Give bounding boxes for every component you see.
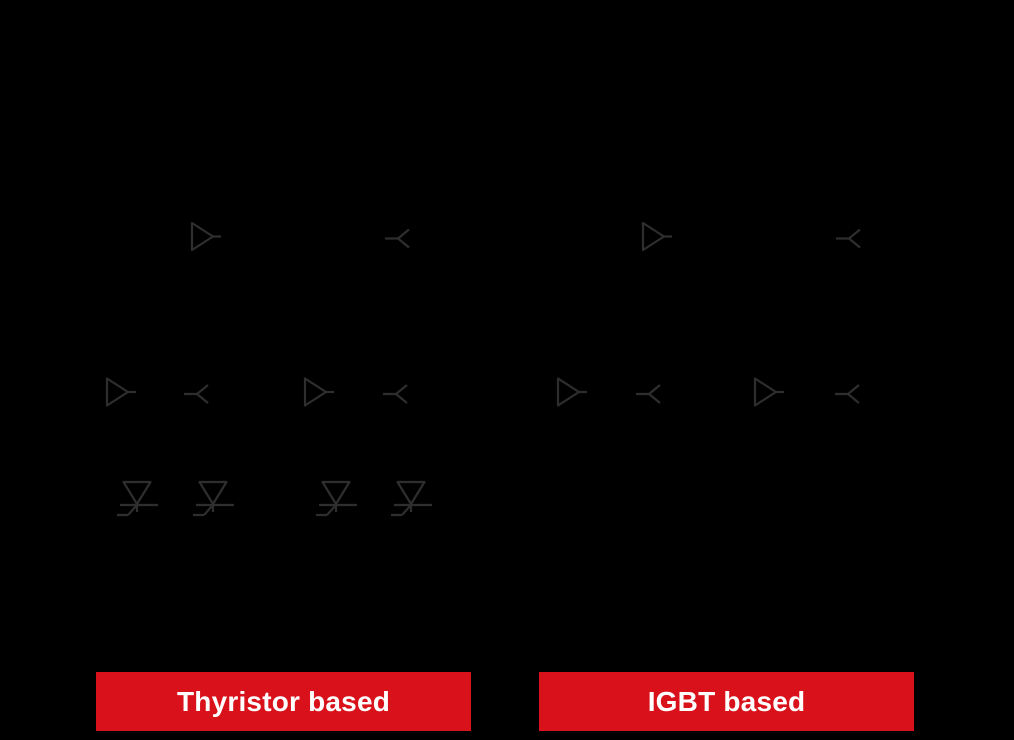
igbt-banner: IGBT based <box>539 672 914 731</box>
thyristor-icon <box>314 480 359 517</box>
right-triangle-icon <box>753 377 786 407</box>
fork-icon <box>381 383 409 405</box>
thyristor-banner: Thyristor based <box>96 672 471 731</box>
fork-icon <box>383 228 411 249</box>
right-triangle-icon <box>556 377 589 407</box>
right-triangle-icon <box>641 221 674 252</box>
fork-icon <box>833 383 861 405</box>
right-triangle-icon <box>105 377 138 407</box>
igbt-banner-label: IGBT based <box>647 685 806 717</box>
thyristor-banner-label: Thyristor based <box>176 685 391 717</box>
thyristor-icon <box>115 480 160 517</box>
thyristor-icon <box>191 480 236 517</box>
right-triangle-icon <box>190 221 223 252</box>
thyristor-icon <box>389 480 434 517</box>
right-triangle-icon <box>303 377 336 407</box>
fork-icon <box>834 228 862 249</box>
fork-icon <box>182 383 210 405</box>
fork-icon <box>634 383 662 405</box>
